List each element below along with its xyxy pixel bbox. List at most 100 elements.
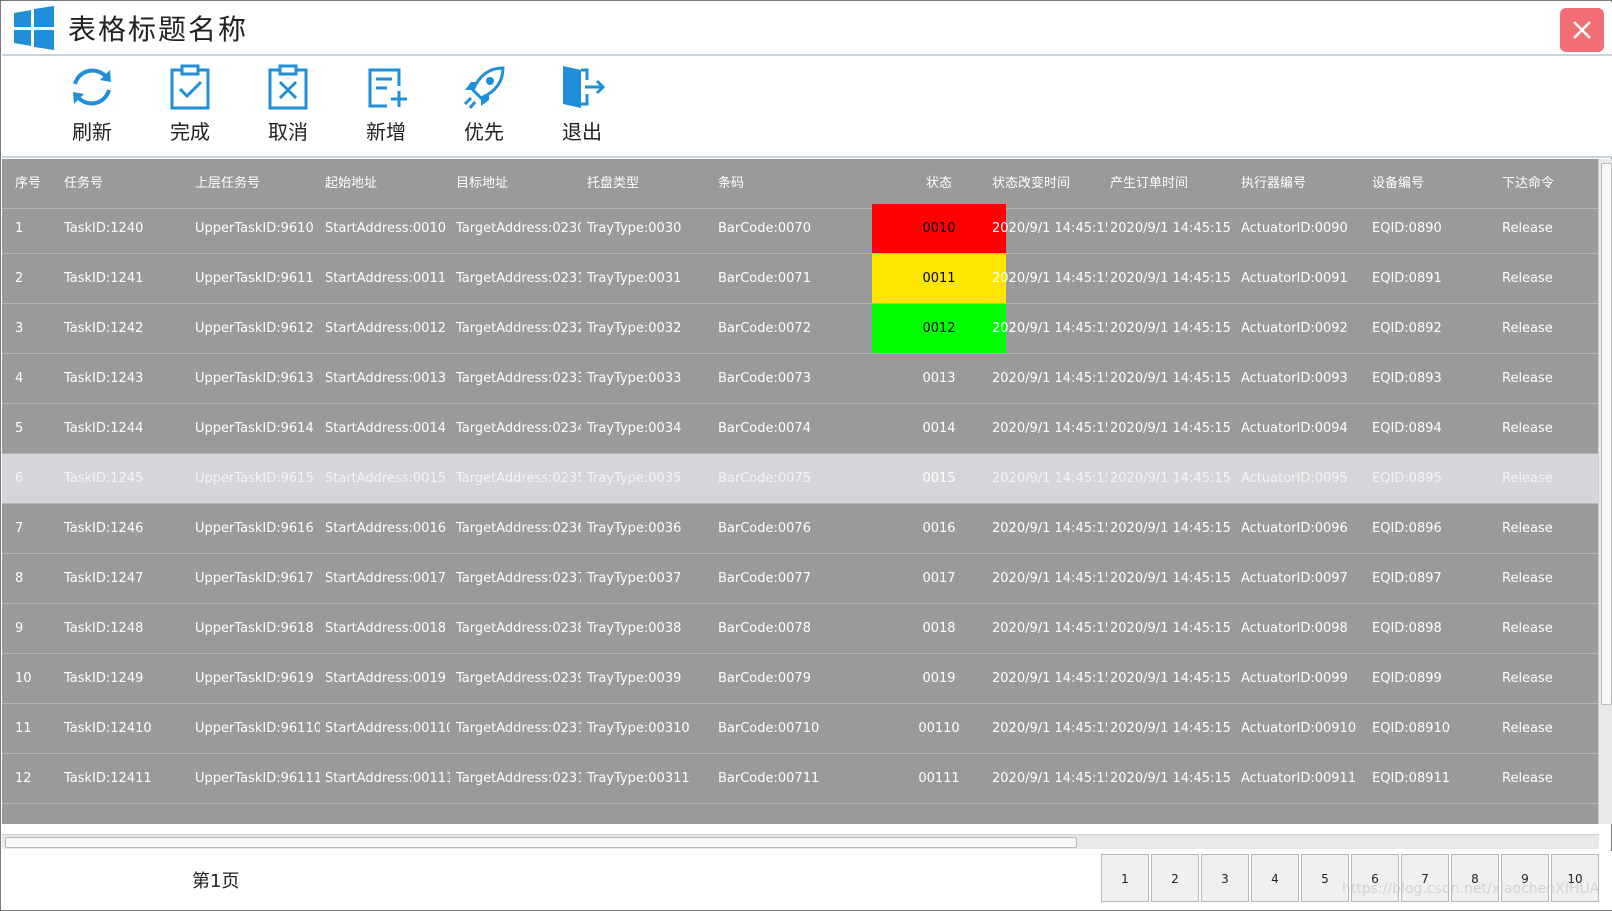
table-cell: TaskID:1243 [64, 371, 144, 386]
table-cell: EQID:0896 [1372, 521, 1442, 536]
column-header[interactable]: 执行器编号 [1241, 176, 1307, 191]
horizontal-scrollbar[interactable] [2, 834, 1599, 849]
column-header[interactable]: 设备编号 [1372, 176, 1425, 191]
refresh-icon [73, 68, 111, 106]
table-cell: TaskID:1244 [64, 421, 144, 436]
page-button[interactable]: 6 [1351, 854, 1399, 902]
close-button[interactable] [1560, 8, 1604, 52]
table-row[interactable]: 9 TaskID:1248 UpperTaskID:9618 StartAddress… [2, 604, 1599, 654]
table-cell: TrayType:0031 [587, 271, 682, 286]
window-title: 表格标题名称 [68, 13, 249, 46]
table-cell: TaskID:1247 [64, 571, 144, 586]
table-row[interactable]: 11 TaskID:12410 UpperTaskID:96110 StartAddr… [2, 704, 1599, 754]
status-cell: 0014 [922, 421, 956, 436]
table-cell: TrayType:0037 [587, 571, 682, 586]
table-cell: ActuatorID:0092 [1241, 321, 1348, 336]
table-cell: 2020/9/1 14:45:15 [992, 521, 1107, 536]
table-cell: EQID:08911 [1372, 771, 1451, 786]
table-cell: UpperTaskID:9614 [195, 421, 314, 436]
table-cell: TargetAddress:0239 [456, 671, 581, 686]
status-cell: 0015 [922, 471, 956, 486]
refresh-button[interactable]: 刷新 [47, 62, 137, 152]
table-cell: StartAddress:0017 [325, 571, 446, 586]
table-cell: StartAddress:0013 [325, 371, 446, 386]
table-row[interactable]: 3 TaskID:1242 UpperTaskID:9612 StartAddress… [2, 304, 1599, 354]
table-row[interactable]: 1 TaskID:1240 UpperTaskID:9610 StartAddress… [2, 204, 1599, 254]
column-header[interactable]: 条码 [718, 176, 745, 191]
table-cell: BarCode:0079 [718, 671, 811, 686]
table-row[interactable]: 4 TaskID:1243 UpperTaskID:9613 StartAddress… [2, 354, 1599, 404]
table-cell: ActuatorID:0099 [1241, 671, 1348, 686]
table-row[interactable]: 12 TaskID:12411 UpperTaskID:96111 StartAddr… [2, 754, 1599, 804]
page-button[interactable]: 7 [1401, 854, 1449, 902]
cancel-button[interactable]: 取消 [243, 62, 333, 152]
column-header[interactable]: 下达命令 [1502, 176, 1555, 191]
column-header[interactable]: 序号 [15, 176, 42, 191]
table-cell: BarCode:0075 [718, 471, 811, 486]
column-header[interactable]: 起始地址 [325, 176, 378, 191]
table-cell: StartAddress:0011 [325, 271, 446, 286]
table-cell: UpperTaskID:9612 [195, 321, 314, 336]
page-button[interactable]: 1 [1101, 854, 1149, 902]
page-button[interactable]: 2 [1151, 854, 1199, 902]
vertical-scrollbar[interactable] [1598, 159, 1612, 824]
status-cell: 0011 [872, 254, 1006, 303]
status-cell: 0016 [922, 521, 956, 536]
table-cell: ActuatorID:0094 [1241, 421, 1348, 436]
add-button[interactable]: 新增 [341, 62, 431, 152]
page-button[interactable]: 8 [1451, 854, 1499, 902]
priority-button[interactable]: 优先 [439, 62, 529, 152]
current-page-label: 第1页 [192, 871, 240, 892]
table-cell: BarCode:0078 [718, 621, 811, 636]
table-cell: Release [1502, 671, 1553, 686]
column-header[interactable]: 上层任务号 [195, 176, 261, 191]
table-cell: 2020/9/1 14:45:15 [1110, 371, 1231, 386]
table-cell: 8 [15, 571, 24, 586]
page-button[interactable]: 10 [1551, 854, 1599, 902]
column-header[interactable]: 状态 [925, 176, 952, 191]
page-button[interactable]: 3 [1201, 854, 1249, 902]
table-row[interactable]: 6 TaskID:1245 UpperTaskID:9615 StartAddress… [2, 454, 1599, 504]
page-button[interactable]: 9 [1501, 854, 1549, 902]
page-button[interactable]: 5 [1301, 854, 1349, 902]
toolbar: 刷新 完成 取消 [2, 56, 1612, 158]
table-cell: ActuatorID:0096 [1241, 521, 1348, 536]
table-row[interactable]: 8 TaskID:1247 UpperTaskID:9617 StartAddress… [2, 554, 1599, 604]
add-label: 新增 [366, 120, 406, 144]
table-row[interactable]: 10 TaskID:1249 UpperTaskID:9619 StartAddres… [2, 654, 1599, 704]
column-header[interactable]: 目标地址 [456, 176, 509, 191]
table-cell: ActuatorID:00910 [1241, 721, 1357, 736]
table-cell: 4 [15, 371, 24, 386]
exit-button[interactable]: 退出 [537, 62, 627, 152]
table-cell: EQID:0891 [1372, 271, 1442, 286]
complete-button[interactable]: 完成 [145, 62, 235, 152]
table-cell: StartAddress:0019 [325, 671, 446, 686]
table-cell: ActuatorID:0091 [1241, 271, 1348, 286]
table-row[interactable]: 2 TaskID:1241 UpperTaskID:9611 StartAddress… [2, 254, 1599, 304]
table-cell: BarCode:0073 [718, 371, 811, 386]
table-row[interactable]: 7 TaskID:1246 UpperTaskID:9616 StartAddress… [2, 504, 1599, 554]
table-cell: TrayType:0034 [587, 421, 682, 436]
column-header[interactable]: 任务号 [64, 176, 104, 191]
column-header[interactable]: 托盘类型 [587, 176, 640, 191]
table-cell: TrayType:0033 [587, 371, 682, 386]
table-cell: 2020/9/1 14:45:15 [992, 271, 1107, 286]
horizontal-scroll-thumb[interactable] [5, 837, 1077, 848]
column-header[interactable]: 状态改变时间 [992, 176, 1071, 191]
vertical-scroll-thumb[interactable] [1601, 163, 1612, 705]
table-cell: EQID:08910 [1372, 721, 1451, 736]
column-header[interactable]: 产生订单时间 [1110, 176, 1189, 191]
table-cell: TaskID:12410 [64, 721, 152, 736]
status-cell: 0013 [922, 371, 956, 386]
page-button[interactable]: 4 [1251, 854, 1299, 902]
table-cell: 2020/9/1 14:45:15 [992, 621, 1107, 636]
table-row[interactable]: 5 TaskID:1244 UpperTaskID:9614 StartAddress… [2, 404, 1599, 454]
status-cell: 0017 [922, 571, 956, 586]
windows-logo-icon [14, 6, 54, 50]
table-cell: 2020/9/1 14:45:15 [992, 721, 1107, 736]
table-cell: UpperTaskID:9615 [195, 471, 314, 486]
table-cell: Release [1502, 471, 1553, 486]
table-cell: 6 [15, 471, 24, 486]
table-cell: StartAddress:00110 [325, 721, 450, 736]
status-cell: 0012 [872, 304, 1006, 353]
